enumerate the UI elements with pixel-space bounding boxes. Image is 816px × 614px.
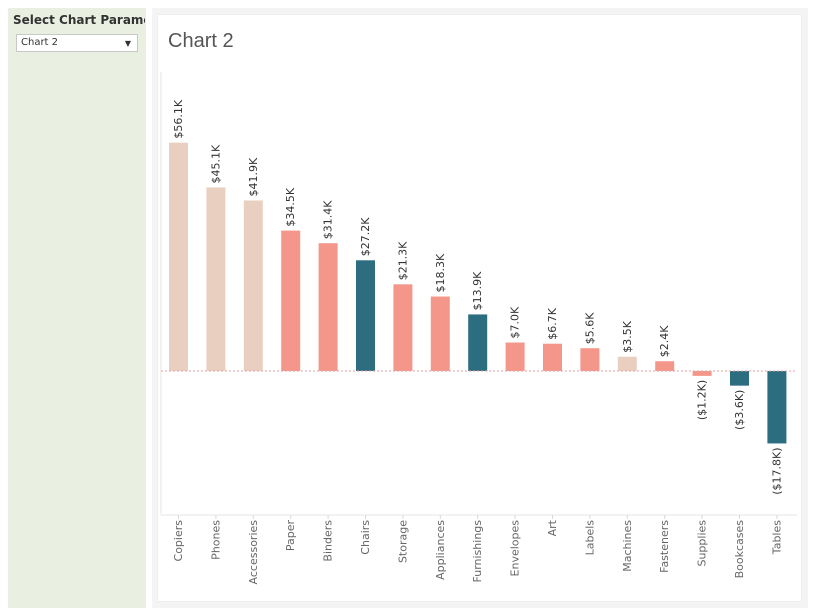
data-label-furnishings: $13.9K — [471, 271, 484, 310]
x-tick-label-envelopes: Envelopes — [509, 520, 522, 577]
data-label-binders: $31.4K — [322, 200, 335, 239]
bar-binders[interactable] — [318, 243, 338, 371]
bar-art[interactable] — [543, 343, 562, 371]
bar-fasteners[interactable] — [655, 361, 675, 371]
data-label-machines: $3.5K — [621, 320, 634, 352]
chart-panel — [157, 14, 802, 602]
data-label-bookcases: ($3.6K) — [733, 390, 746, 430]
x-tick-label-labels: Labels — [583, 520, 596, 556]
dropdown-selected-value: Chart 2 — [21, 37, 59, 48]
bar-tables[interactable] — [767, 371, 787, 444]
chart-title: Chart 2 — [168, 30, 234, 52]
bar-phones[interactable] — [206, 187, 226, 371]
x-tick-label-tables: Tables — [770, 520, 783, 555]
data-label-envelopes: $7.0K — [509, 306, 522, 338]
x-tick-label-accessories: Accessories — [247, 520, 260, 585]
data-label-tables: ($17.8K) — [770, 447, 783, 494]
x-tick-label-copiers: Copiers — [172, 520, 185, 562]
x-tick-label-chairs: Chairs — [359, 520, 372, 555]
data-label-chairs: $27.2K — [359, 217, 372, 256]
x-tick-label-appliances: Appliances — [434, 520, 447, 580]
bar-chairs[interactable] — [356, 260, 375, 371]
bar-storage[interactable] — [393, 284, 413, 371]
bar-paper[interactable] — [281, 230, 301, 371]
bar-labels[interactable] — [580, 348, 600, 371]
x-tick-label-phones: Phones — [209, 520, 222, 560]
data-label-art: $6.7K — [546, 307, 559, 339]
x-tick-label-furnishings: Furnishings — [471, 520, 484, 583]
data-label-labels: $5.6K — [583, 312, 596, 344]
data-label-accessories: $41.9K — [247, 157, 260, 196]
parameter-label: Select Chart Paramet.. — [13, 13, 145, 27]
x-tick-label-bookcases: Bookcases — [733, 520, 746, 579]
parameter-sidebar: Select Chart Paramet.. Chart 2 ▼ — [8, 8, 146, 608]
x-tick-label-art: Art — [546, 519, 559, 536]
x-tick-label-storage: Storage — [396, 520, 409, 563]
bar-machines[interactable] — [617, 356, 637, 371]
data-label-appliances: $18.3K — [434, 253, 447, 292]
x-tick-label-binders: Binders — [322, 520, 335, 562]
data-label-copiers: $56.1K — [172, 99, 185, 138]
chart-parameter-dropdown[interactable]: Chart 2 ▼ — [16, 34, 138, 52]
data-label-fasteners: $2.4K — [658, 325, 671, 357]
data-label-phones: $45.1K — [209, 144, 222, 183]
chevron-down-icon[interactable]: ▼ — [124, 38, 132, 48]
x-tick-label-supplies: Supplies — [696, 520, 709, 567]
bar-envelopes[interactable] — [505, 342, 525, 371]
data-label-storage: $21.3K — [396, 241, 409, 280]
data-label-paper: $34.5K — [284, 187, 297, 226]
x-tick-label-paper: Paper — [284, 520, 297, 552]
x-tick-label-machines: Machines — [621, 520, 634, 572]
data-label-supplies: ($1.2K) — [696, 380, 709, 420]
bar-furnishings[interactable] — [468, 314, 488, 371]
bar-copiers[interactable] — [169, 142, 188, 371]
bar-supplies[interactable] — [692, 371, 712, 376]
bar-bookcases[interactable] — [730, 371, 749, 386]
bar-appliances[interactable] — [430, 296, 450, 371]
bar-accessories[interactable] — [243, 200, 263, 371]
x-tick-label-fasteners: Fasteners — [658, 520, 671, 573]
